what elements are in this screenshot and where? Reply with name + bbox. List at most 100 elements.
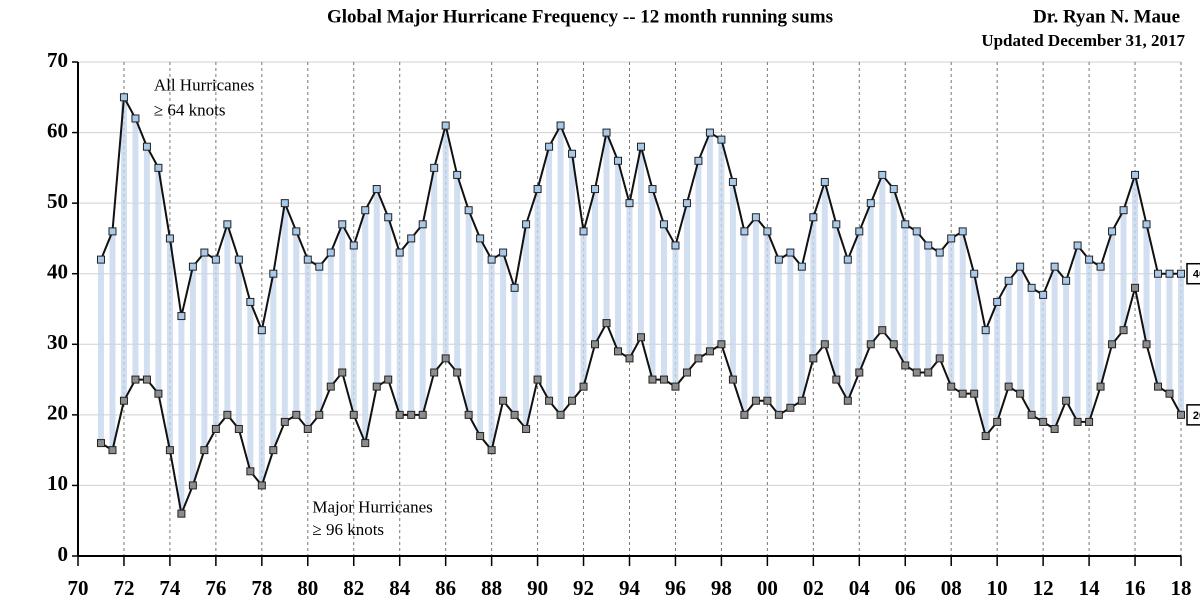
point [1119, 206, 1128, 215]
point [935, 248, 944, 257]
point [568, 149, 577, 158]
point [257, 326, 266, 335]
x-tick-label: 18 [1171, 576, 1192, 600]
point [763, 396, 772, 405]
point [188, 481, 197, 490]
x-tick-label: 78 [251, 576, 272, 600]
y-tick-label: 20 [47, 401, 68, 425]
x-tick-label: 92 [573, 576, 594, 600]
point [947, 234, 956, 243]
point [154, 389, 163, 398]
point [1039, 290, 1048, 299]
point [636, 333, 645, 342]
point [223, 410, 232, 419]
point [246, 467, 255, 476]
point [487, 255, 496, 264]
point [843, 396, 852, 405]
point [1108, 340, 1117, 349]
point [832, 220, 841, 229]
point [843, 255, 852, 264]
end-label-box [1186, 262, 1200, 285]
point [177, 312, 186, 321]
point [981, 326, 990, 335]
point [993, 417, 1002, 426]
end-label: 20 [1193, 410, 1200, 422]
point [568, 396, 577, 405]
point [269, 269, 278, 278]
point [751, 396, 760, 405]
point [395, 410, 404, 419]
point [1016, 262, 1025, 271]
point [441, 354, 450, 363]
point [1050, 262, 1059, 271]
point [993, 297, 1002, 306]
point [912, 368, 921, 377]
point [545, 142, 554, 151]
point [1073, 241, 1082, 250]
annotation: ≥ 64 knots [154, 100, 226, 119]
point [625, 354, 634, 363]
point [740, 410, 749, 419]
point [119, 93, 128, 102]
point [705, 347, 714, 356]
x-tick-label: 72 [113, 576, 134, 600]
point [395, 248, 404, 257]
y-tick-label: 0 [58, 542, 69, 566]
point [418, 220, 427, 229]
point [602, 319, 611, 328]
point [154, 163, 163, 172]
point [659, 220, 668, 229]
author: Dr. Ryan N. Maue [1033, 6, 1180, 27]
point [361, 206, 370, 215]
point [1131, 283, 1140, 292]
point [1073, 417, 1082, 426]
annotation: Major Hurricanes [312, 498, 432, 517]
point [418, 410, 427, 419]
point [786, 248, 795, 257]
point [774, 410, 783, 419]
point [682, 368, 691, 377]
point [763, 227, 772, 236]
point [453, 368, 462, 377]
point [924, 241, 933, 250]
point [326, 382, 335, 391]
point [487, 446, 496, 455]
point [740, 227, 749, 236]
point [522, 220, 531, 229]
point [280, 417, 289, 426]
point [96, 255, 105, 264]
point [464, 206, 473, 215]
point [671, 241, 680, 250]
point [522, 424, 531, 433]
point [384, 375, 393, 384]
point [614, 156, 623, 165]
point [671, 382, 680, 391]
chart-title: Global Major Hurricane Frequency -- 12 m… [327, 6, 833, 27]
x-tick-label: 12 [1033, 576, 1054, 600]
point [625, 199, 634, 208]
point [889, 185, 898, 194]
point [958, 227, 967, 236]
point [901, 361, 910, 370]
point [234, 424, 243, 433]
x-tick-label: 96 [665, 576, 686, 600]
point [751, 213, 760, 222]
point [533, 375, 542, 384]
point [188, 262, 197, 271]
point [648, 375, 657, 384]
end-label: 40 [1193, 269, 1200, 281]
point [165, 446, 174, 455]
point [280, 199, 289, 208]
point [315, 262, 324, 271]
point [901, 220, 910, 229]
point [257, 481, 266, 490]
point [1108, 227, 1117, 236]
point [981, 432, 990, 441]
point [108, 227, 117, 236]
point [579, 382, 588, 391]
point [131, 375, 140, 384]
point [407, 410, 416, 419]
point [1165, 389, 1174, 398]
point [142, 142, 151, 151]
point [1027, 283, 1036, 292]
